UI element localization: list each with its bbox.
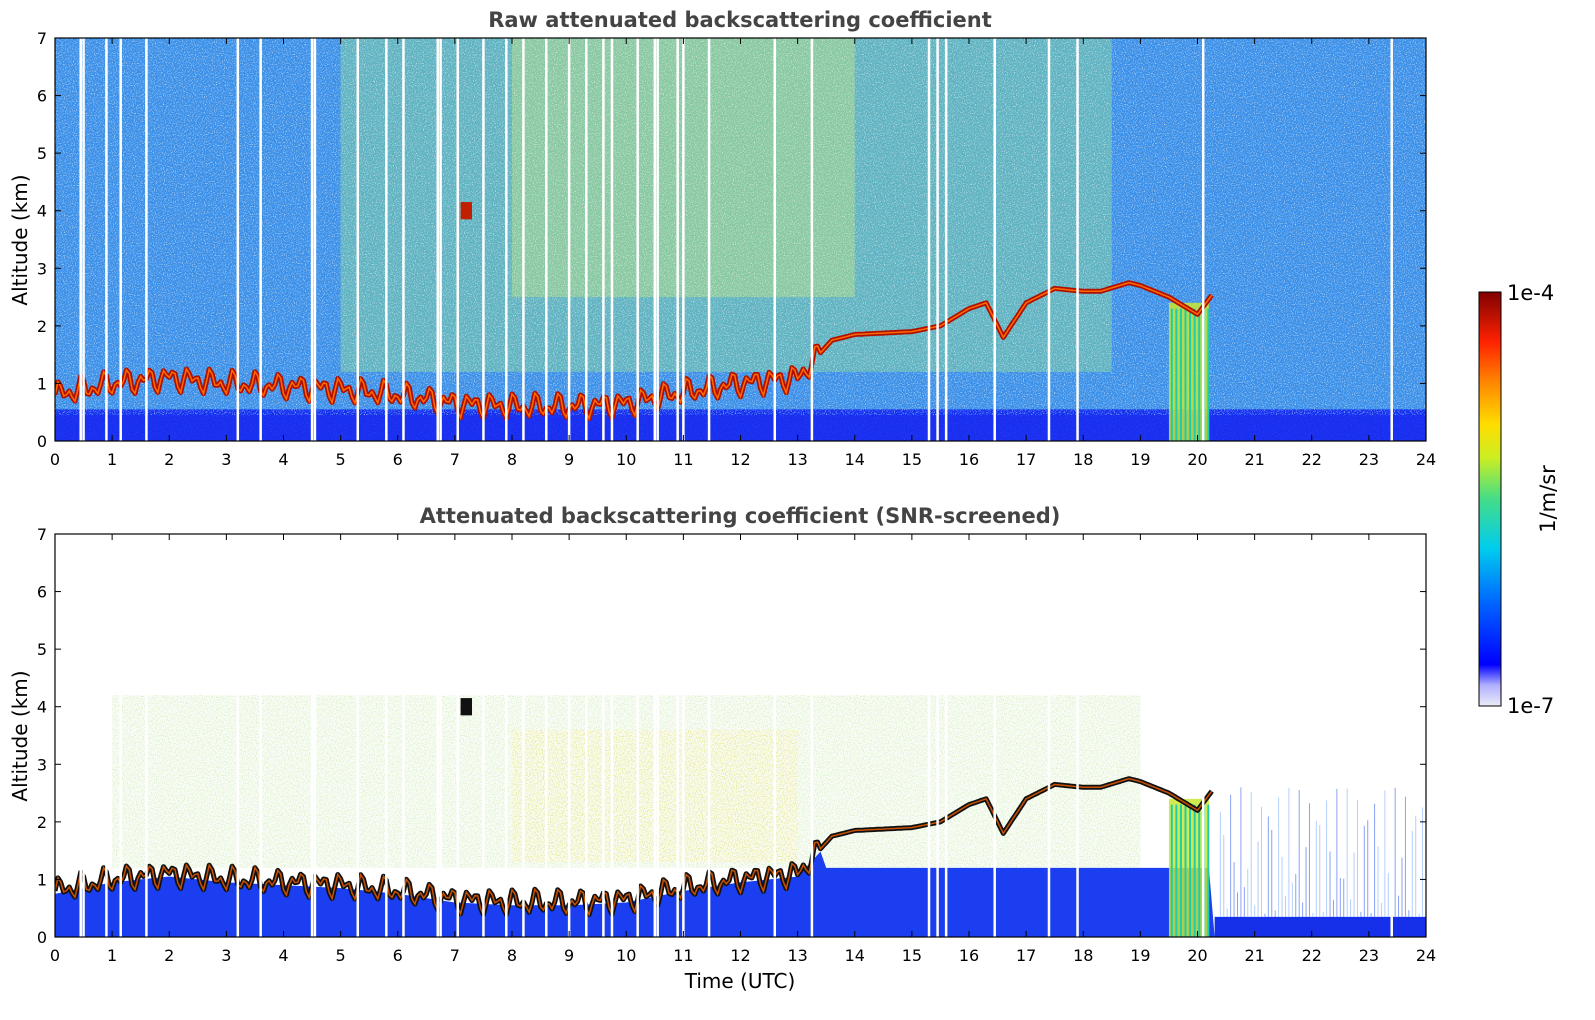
screened-night-surface-layer: [1214, 916, 1426, 937]
x-tick-label: 20: [1187, 946, 1207, 965]
x-tick-label: 24: [1416, 450, 1436, 469]
x-tick-label: 20: [1187, 450, 1207, 469]
x-tick-label: 4: [278, 946, 288, 965]
y-tick-label: 0: [37, 432, 47, 451]
x-tick-label: 18: [1073, 450, 1093, 469]
x-tick-label: 7: [450, 946, 460, 965]
colorbar-max-label: 1e-4: [1507, 281, 1554, 305]
y-tick-label: 2: [37, 317, 47, 336]
x-tick-label: 7: [450, 450, 460, 469]
x-tick-label: 18: [1073, 946, 1093, 965]
x-tick-label: 6: [393, 946, 403, 965]
raw-x-axis: 0 1 2 3 4 5 6 7 8 9 10 11 12 13 14 15 16 17 18 19 20 21 22 23 24: [50, 38, 1436, 469]
x-tick-label: 10: [616, 946, 636, 965]
raw-backscatter-panel: Raw attenuated backscattering coefficien…: [8, 8, 1436, 469]
x-axis-label: Time (UTC): [684, 969, 796, 993]
x-tick-label: 19: [1130, 946, 1150, 965]
x-tick-label: 16: [959, 946, 979, 965]
x-tick-label: 22: [1302, 946, 1322, 965]
x-tick-label: 9: [564, 450, 574, 469]
x-tick-label: 2: [164, 946, 174, 965]
x-tick-label: 13: [787, 946, 807, 965]
x-tick-label: 10: [616, 450, 636, 469]
colorbar-gradient: [1478, 291, 1502, 707]
colorbar: 1e-4 1e-7 1/m/sr: [1478, 281, 1560, 718]
colorbar-min-label: 1e-7: [1507, 694, 1554, 718]
x-tick-label: 12: [730, 946, 750, 965]
raw-heatmap: [55, 38, 1426, 441]
y-tick-label: 3: [37, 755, 47, 774]
y-tick-label: 3: [37, 259, 47, 278]
x-tick-label: 8: [507, 946, 517, 965]
x-tick-label: 5: [336, 946, 346, 965]
x-tick-label: 21: [1244, 450, 1264, 469]
x-tick-label: 6: [393, 450, 403, 469]
y-tick-label: 4: [37, 202, 47, 221]
y-tick-label: 6: [37, 87, 47, 106]
x-tick-label: 21: [1244, 946, 1264, 965]
y-tick-label: 6: [37, 583, 47, 602]
x-tick-label: 3: [221, 450, 231, 469]
raw-y-axis-label: Altitude (km): [8, 174, 32, 305]
x-tick-label: 22: [1302, 450, 1322, 469]
x-tick-label: 11: [673, 450, 693, 469]
x-tick-label: 0: [50, 946, 60, 965]
x-tick-label: 17: [1016, 450, 1036, 469]
x-tick-label: 8: [507, 450, 517, 469]
x-tick-label: 17: [1016, 946, 1036, 965]
x-tick-label: 4: [278, 450, 288, 469]
y-tick-label: 0: [37, 928, 47, 947]
raw-y-axis: 0 1 2 3 4 5 6 7: [37, 29, 1426, 451]
screened-backscatter-panel: Attenuated backscattering coefficient (S…: [8, 504, 1436, 993]
x-tick-label: 14: [845, 946, 865, 965]
x-tick-label: 23: [1359, 946, 1379, 965]
elevated-feature: [460, 698, 473, 716]
y-tick-label: 2: [37, 813, 47, 832]
screened-panel-title: Attenuated backscattering coefficient (S…: [420, 504, 1061, 528]
y-tick-label: 5: [37, 640, 47, 659]
x-tick-label: 1: [107, 450, 117, 469]
y-tick-label: 7: [37, 29, 47, 48]
x-tick-label: 9: [564, 946, 574, 965]
x-tick-label: 15: [902, 450, 922, 469]
x-tick-label: 15: [902, 946, 922, 965]
x-tick-label: 0: [50, 450, 60, 469]
elevated-feature: [460, 202, 473, 220]
x-tick-label: 23: [1359, 450, 1379, 469]
aerosol-layer-core: [55, 777, 1213, 918]
x-tick-label: 19: [1130, 450, 1150, 469]
screened-y-axis-label: Altitude (km): [8, 670, 32, 801]
raw-panel-title: Raw attenuated backscattering coefficien…: [488, 8, 992, 32]
colorbar-unit-label: 1/m/sr: [1536, 465, 1560, 533]
screened-boundary-layer: [55, 851, 1215, 937]
x-tick-label: 14: [845, 450, 865, 469]
screened-y-axis: 0 1 2 3 4 5 6 7: [37, 525, 1426, 947]
x-tick-label: 3: [221, 946, 231, 965]
x-tick-label: 2: [164, 450, 174, 469]
x-tick-label: 24: [1416, 946, 1436, 965]
y-tick-label: 5: [37, 144, 47, 163]
aerosol-layer-core: [55, 281, 1213, 422]
y-tick-label: 1: [37, 870, 47, 889]
screened-x-axis: 0 1 2 3 4 5 6 7 8 9 10 11 12 13 14 15 16 17 18 19 20 21 22 23 24: [50, 534, 1436, 965]
y-tick-label: 7: [37, 525, 47, 544]
x-tick-label: 1: [107, 946, 117, 965]
x-tick-label: 5: [336, 450, 346, 469]
screened-heatmap: [55, 534, 1426, 937]
x-tick-label: 12: [730, 450, 750, 469]
x-tick-label: 11: [673, 946, 693, 965]
y-tick-label: 1: [37, 374, 47, 393]
y-tick-label: 4: [37, 698, 47, 717]
x-tick-label: 16: [959, 450, 979, 469]
x-tick-label: 13: [787, 450, 807, 469]
